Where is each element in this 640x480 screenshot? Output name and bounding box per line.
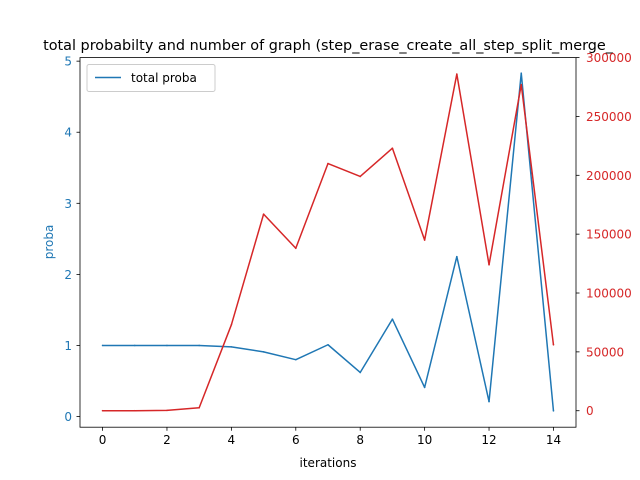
- data-point: [423, 386, 426, 389]
- right-y-axis: 0 50000 100000 150000 200000 250000 300000: [576, 51, 632, 418]
- data-point: [488, 263, 490, 266]
- data-point: [456, 255, 458, 258]
- x-axis: 0 2 4 6 8 10 12 14: [99, 427, 561, 447]
- legend: total proba: [86, 64, 216, 92]
- left-y-axis: 0 1 2 3 4 5: [64, 55, 80, 424]
- data-point: [198, 406, 200, 409]
- data-point: [133, 409, 136, 412]
- x-axis-label: iterations: [300, 456, 357, 470]
- x-tick-label: 6: [292, 433, 300, 447]
- right-y-tick-label: 100000: [586, 287, 632, 301]
- x-tick-label: 10: [417, 433, 432, 447]
- data-point: [166, 409, 168, 412]
- data-point: [230, 346, 233, 348]
- data-point: [359, 175, 362, 178]
- legend-box: [86, 64, 216, 92]
- data-point: [327, 343, 329, 346]
- data-point: [327, 162, 329, 165]
- x-tick-label: 8: [356, 433, 364, 447]
- data-point: [359, 371, 362, 374]
- x-tick-label: 0: [99, 433, 107, 447]
- data-point: [391, 147, 394, 150]
- data-point: [488, 400, 490, 403]
- right-y-tick-label: 0: [586, 404, 594, 418]
- data-point: [552, 410, 555, 412]
- plot-area: [101, 72, 555, 412]
- left-y-axis-label: proba: [42, 225, 56, 260]
- right-y-tick-label: 200000: [586, 169, 632, 183]
- data-point: [230, 323, 233, 326]
- data-point: [101, 344, 104, 347]
- left-y-tick-label: 2: [64, 268, 72, 282]
- x-tick-label: 14: [546, 433, 561, 447]
- data-point: [423, 239, 426, 241]
- left-y-tick-label: 3: [64, 197, 72, 211]
- data-point: [101, 409, 104, 412]
- data-point: [198, 344, 200, 347]
- x-tick-label: 12: [481, 433, 496, 447]
- data-point: [166, 344, 168, 347]
- legend-label: total proba: [131, 71, 197, 85]
- axes-frame: [79, 57, 577, 428]
- data-point: [520, 83, 523, 86]
- right-y-tick-label: 300000: [586, 51, 632, 65]
- data-point: [552, 344, 555, 346]
- data-point: [456, 73, 458, 75]
- data-point: [294, 358, 297, 361]
- data-point: [262, 351, 265, 353]
- data-point: [520, 72, 523, 75]
- right-y-tick-label: 50000: [586, 345, 624, 359]
- data-point: [262, 213, 265, 215]
- data-point: [294, 247, 297, 250]
- left-y-tick-label: 5: [64, 55, 72, 69]
- right-y-tick-label: 250000: [586, 110, 632, 124]
- data-point: [133, 344, 136, 347]
- x-tick-label: 4: [228, 433, 236, 447]
- left-y-tick-label: 0: [64, 410, 72, 424]
- series-line-1: [102, 73, 555, 412]
- x-tick-label: 2: [163, 433, 171, 447]
- data-point: [391, 318, 394, 320]
- chart-title: total probabilty and number of graph (st…: [43, 38, 614, 54]
- left-y-tick-label: 4: [64, 126, 72, 140]
- right-y-tick-label: 150000: [586, 228, 632, 242]
- left-y-tick-label: 1: [64, 339, 72, 353]
